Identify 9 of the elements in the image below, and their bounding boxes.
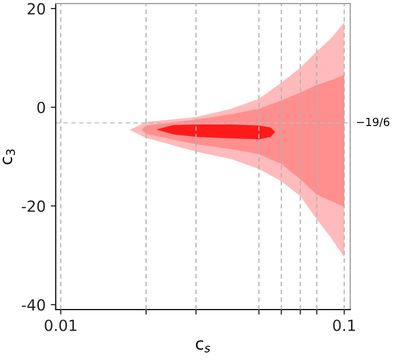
y-tick-label: -20 — [22, 200, 45, 212]
x-tick-label: 0.1 — [333, 320, 355, 332]
y-tick-label: 20 — [28, 3, 45, 15]
x-tick-label: 0.01 — [44, 320, 76, 332]
y-tick-label: -40 — [22, 299, 45, 311]
y-tick-label: 0 — [37, 102, 45, 114]
x-axis-title: c$_{s}$ — [196, 340, 210, 352]
y-axis-title: c$_{3}$ — [2, 149, 15, 164]
ref-line-label: −19/6 — [356, 118, 390, 127]
